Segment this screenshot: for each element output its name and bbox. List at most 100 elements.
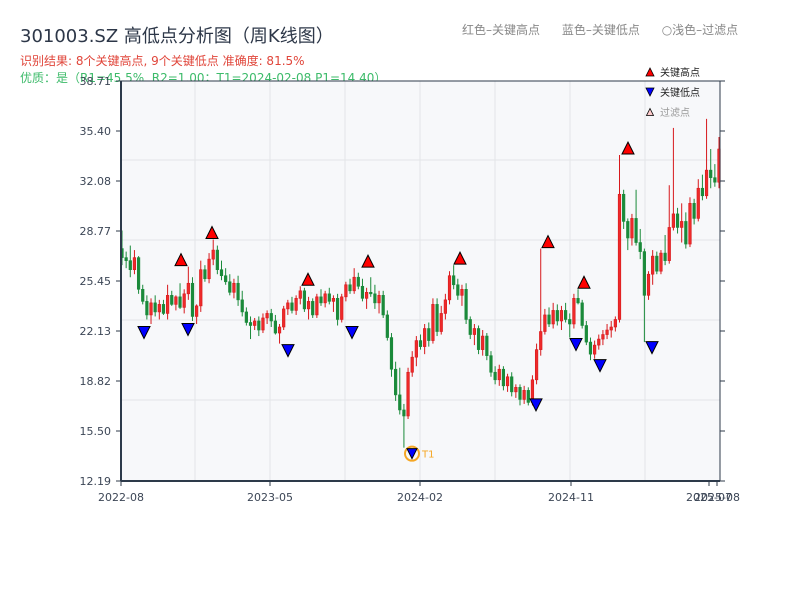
candle-up [365,292,369,299]
candle-down [501,368,506,387]
candle-up [651,255,655,275]
candle-down [327,293,331,302]
candle-up [253,320,257,326]
candle-down [464,288,468,320]
result-summary: 识别结果: 8个关键高点, 9个关键低点 准确度: 81.5% [20,54,305,68]
candle-down [638,242,642,252]
candle-down [319,296,323,304]
key-high-marker-icon [174,252,188,267]
candle-up [572,298,576,325]
candle-down [240,299,244,313]
candle-up [613,319,617,328]
key-low-marker-icon [181,322,195,337]
candle-down [700,187,705,197]
candle-down [394,368,398,396]
candle-down [381,295,385,316]
key-high-marker-icon [361,254,375,268]
candle-down [663,252,667,261]
t1-ring-icon [404,445,420,462]
candle-up [704,169,709,197]
candle-down [190,282,195,317]
candle-up [166,295,170,314]
candle-down [389,337,394,370]
candle-up [630,218,634,239]
candle-down [128,260,132,270]
candle-down [224,275,228,283]
candle-down [580,302,584,326]
candle-up [323,293,327,304]
key-high-marker-icon [301,272,315,286]
candle-up [186,282,190,295]
y-tick-label: 32.08 [80,175,112,188]
candle-up [460,288,464,296]
candle-up [696,187,700,219]
legend-red-text: 红色–关键高点 [462,23,541,37]
candle-up [680,221,684,228]
candle-down [302,290,307,310]
candle-up [431,304,435,341]
candle-up [551,310,555,325]
axes: 12.19 15.50 18.82 22.13 25.45 28.77 32.08 35.40… [80,75,740,504]
candle-up [315,296,319,316]
candle-down [124,257,128,261]
candle-down [311,301,315,316]
candle-up [543,314,547,332]
key-low-marker-icon [529,398,543,413]
candle-down [360,285,365,299]
candle-down [709,169,713,178]
key-high-marker-icon [577,275,591,289]
candle-up [481,335,485,350]
legend-filtered-icon [645,107,655,116]
candle-up [298,290,302,299]
legend-label: 关键低点 [660,86,700,99]
x-tick-label: 2024-11 [548,491,594,504]
color-legend: 红色–关键高点 蓝色–关键低点 ○浅色–过滤点 [462,21,738,38]
candle-up [443,299,447,314]
candle-down [634,218,638,243]
candle-down [485,335,489,356]
candle-down [161,304,166,314]
candle-up [597,338,601,346]
candle-down [518,387,522,400]
candle-up [199,269,203,307]
candle-down [356,276,360,287]
candle-up [149,302,153,316]
candle-up [447,275,452,301]
key-low-marker-icon [569,338,583,352]
candle-up [539,331,543,350]
candle-down [713,177,717,183]
candle-down [427,328,431,341]
candle-down [170,295,174,305]
candle-down [203,269,207,280]
candle-down [348,284,352,292]
candle-down [568,319,572,325]
y-tick-label: 22.13 [80,325,112,338]
candle-up [605,329,609,335]
candle-up [232,282,236,293]
key-low-marker-icon [406,448,418,460]
candle-down [555,310,559,322]
candle-down [136,257,141,290]
x-tick-label: 2025-07 [686,491,732,504]
candle-up [306,301,311,310]
candle-down [290,302,294,311]
candle-down [576,298,580,304]
candle-down [398,394,402,411]
y-tick-label: 28.77 [80,225,112,238]
candle-up [671,213,675,228]
candle-up [514,387,518,393]
candle-down [642,251,646,296]
legend-high-icon [645,67,655,77]
t1-label: T1 [421,450,434,461]
candle-down [269,313,273,322]
candle-up [667,227,671,261]
candle-down [588,341,593,355]
candle-up [286,302,290,310]
candle-up [182,293,186,308]
candle-up [593,344,597,355]
key-high-marker-icon [453,251,467,265]
key-low-marker-icon [645,341,659,355]
candle-up [534,349,539,381]
candle-up [410,356,414,373]
